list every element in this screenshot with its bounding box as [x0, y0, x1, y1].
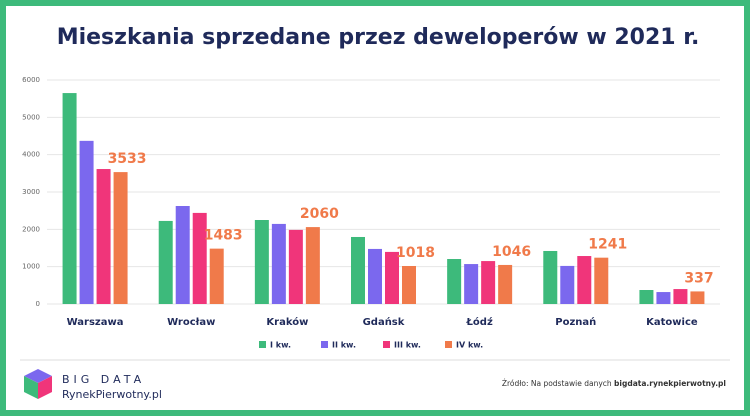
bar — [79, 140, 94, 304]
data-label: 2060 — [300, 206, 339, 222]
y-tick-label: 6000 — [22, 76, 40, 84]
data-label: 1046 — [492, 244, 531, 260]
source: Źródło: Na podstawie danych bigdata.ryne… — [502, 379, 726, 388]
source-site: bigdata.rynekpierwotny.pl — [614, 379, 726, 388]
logo-line2: RynekPierwotny.pl — [62, 388, 162, 401]
bar — [464, 264, 479, 304]
data-label: 1018 — [396, 245, 435, 261]
legend-swatch — [321, 341, 328, 348]
bar — [498, 264, 513, 304]
bar — [62, 93, 77, 304]
bar — [639, 290, 654, 304]
logo-cube-right — [38, 376, 52, 399]
bar — [368, 248, 382, 304]
x-tick-label: Warszawa — [67, 317, 124, 328]
bar — [690, 291, 705, 304]
bar — [594, 257, 609, 304]
x-tick-label: Wrocław — [167, 317, 215, 328]
bar — [673, 289, 688, 304]
bar — [305, 227, 320, 304]
bar — [175, 206, 190, 304]
source-prefix: Źródło: Na podstawie danych — [502, 379, 612, 388]
legend-label: I kw. — [270, 341, 291, 350]
x-tick-label: Kraków — [266, 316, 308, 328]
bar — [656, 292, 671, 304]
legend-swatch — [259, 341, 266, 348]
y-tick-label: 5000 — [22, 113, 40, 121]
x-tick-label: Gdańsk — [363, 316, 405, 328]
bar — [577, 256, 592, 304]
y-tick-label: 1000 — [22, 263, 40, 271]
bar — [288, 229, 303, 304]
x-tick-label: Łódź — [466, 316, 493, 328]
y-tick-label: 3000 — [22, 188, 40, 196]
data-label: 337 — [684, 270, 713, 286]
bar — [560, 265, 575, 304]
legend-swatch — [383, 341, 390, 348]
bar — [192, 212, 207, 304]
bar — [351, 236, 365, 304]
bar — [385, 251, 399, 304]
bar — [447, 259, 462, 304]
y-tick-label: 0 — [36, 300, 40, 308]
panel — [6, 6, 744, 410]
legend-label: II kw. — [332, 341, 356, 350]
data-label: 3533 — [108, 151, 147, 167]
data-label: 1241 — [588, 237, 627, 253]
x-tick-label: Katowice — [646, 317, 698, 328]
legend-label: III kw. — [394, 341, 421, 350]
bar — [254, 220, 269, 304]
bar — [113, 172, 128, 304]
legend-swatch — [445, 341, 452, 348]
bar — [209, 248, 224, 304]
logo — [24, 369, 52, 399]
bar — [158, 220, 173, 304]
bar — [96, 169, 111, 304]
bar — [481, 261, 496, 304]
x-tick-label: Poznań — [555, 316, 596, 328]
data-label: 1483 — [204, 228, 243, 244]
bar — [271, 223, 286, 304]
chart-title: Mieszkania sprzedane przez deweloperów w… — [57, 25, 700, 50]
y-tick-label: 2000 — [22, 225, 40, 233]
bar — [543, 250, 558, 304]
legend-label: IV kw. — [456, 341, 483, 350]
bar — [402, 265, 416, 304]
y-tick-label: 4000 — [22, 151, 40, 159]
logo-cube-left — [24, 376, 38, 399]
logo-line1: BIG DATA — [62, 373, 145, 386]
